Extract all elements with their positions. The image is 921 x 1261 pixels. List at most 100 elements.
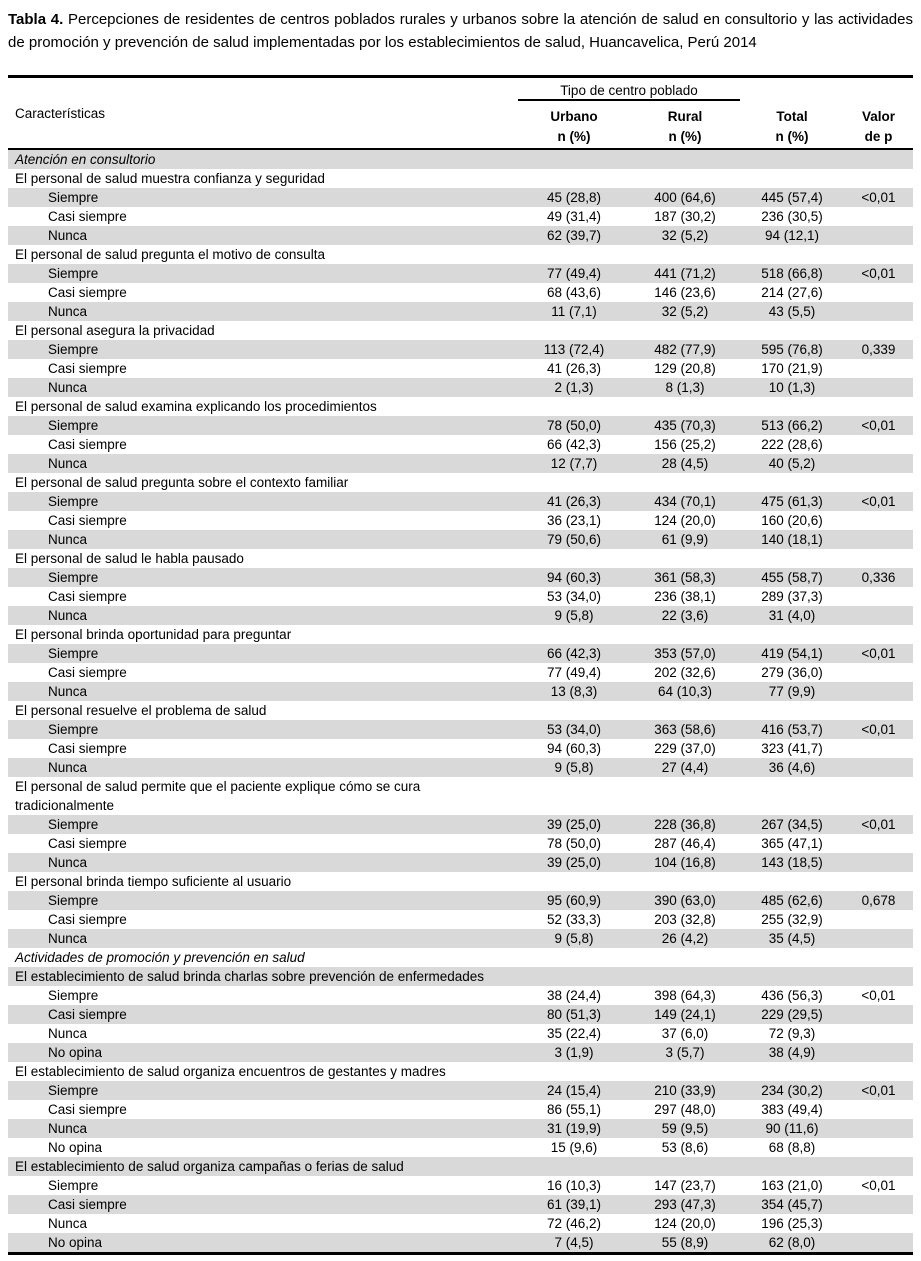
cell-total: 455 (58,7) <box>761 570 823 585</box>
cell-urbano: 24 (15,4) <box>546 1083 602 1098</box>
cell-label: Casi siempre <box>48 1197 127 1212</box>
data-row: Nunca 9 (5,8) 22 (3,6) 31 (4,0) <box>8 606 913 625</box>
cell-total: 143 (18,5) <box>761 855 823 870</box>
cell-label: Siempre <box>48 722 99 737</box>
cell-urbano: 39 (25,0) <box>546 855 602 870</box>
question-label: El personal de salud muestra confianza y… <box>15 171 325 186</box>
cell-total: 38 (4,9) <box>768 1045 816 1060</box>
data-row: No opina 3 (1,9) 3 (5,7) 38 (4,9) <box>8 1043 913 1062</box>
cell-total: 255 (32,9) <box>761 912 823 927</box>
data-row: Siempre 38 (24,4) 398 (64,3) 436 (56,3) <0,0… <box>8 986 913 1005</box>
cell-rural: 32 (5,2) <box>661 228 709 243</box>
data-row: Casi siempre 80 (51,3) 149 (24,1) 229 (29,5… <box>8 1005 913 1024</box>
cell-urbano: 36 (23,1) <box>546 513 602 528</box>
cell-rural: 32 (5,2) <box>661 304 709 319</box>
cell-total: 160 (20,6) <box>761 513 823 528</box>
cell-total: 36 (4,6) <box>768 760 816 775</box>
question-label: El personal de salud permite que el paci… <box>15 779 421 794</box>
cell-total: 513 (66,2) <box>761 418 823 433</box>
cell-total: 214 (27,6) <box>761 285 823 300</box>
cell-urbano: 38 (24,4) <box>546 988 602 1003</box>
cell-rural: 53 (8,6) <box>661 1140 709 1155</box>
cell-urbano: 16 (10,3) <box>546 1178 602 1193</box>
cell-rural: 229 (37,0) <box>654 741 716 756</box>
cell-label: Siempre <box>48 817 99 832</box>
cell-urbano: 95 (60,9) <box>546 893 602 908</box>
cell-label: Casi siempre <box>48 513 127 528</box>
cell-label: Nunca <box>48 684 88 699</box>
question-label: El personal de salud examina explicando … <box>15 399 377 414</box>
table-caption: Tabla 4. Percepciones de residentes de c… <box>8 8 913 54</box>
col-header-valor-p: Valor <box>861 109 896 124</box>
question-label: El personal asegura la privacidad <box>15 323 215 338</box>
cell-urbano: 66 (42,3) <box>546 437 602 452</box>
cell-rural: 441 (71,2) <box>654 266 716 281</box>
cell-rural: 297 (48,0) <box>654 1102 716 1117</box>
data-row: Casi siempre 94 (60,3) 229 (37,0) 323 (41,7… <box>8 739 913 758</box>
cell-urbano: 52 (33,3) <box>546 912 602 927</box>
cell-label: Casi siempre <box>48 665 127 680</box>
cell-rural: 129 (20,8) <box>654 361 716 376</box>
data-row: Casi siempre 68 (43,6) 146 (23,6) 214 (27,6… <box>8 283 913 302</box>
question-label: El personal de salud le habla pausado <box>15 551 244 566</box>
cell-p: <0,01 <box>861 646 896 661</box>
question-label: El establecimiento de salud organiza enc… <box>15 1064 446 1079</box>
cell-p: 0,678 <box>861 893 896 908</box>
cell-p: <0,01 <box>861 494 896 509</box>
cell-total: 196 (25,3) <box>761 1216 823 1231</box>
cell-urbano: 78 (50,0) <box>546 418 602 433</box>
cell-urbano: 31 (19,9) <box>546 1121 602 1136</box>
cell-total: 62 (8,0) <box>768 1235 816 1250</box>
col-header-caracteristicas: Características <box>15 105 106 121</box>
cell-urbano: 45 (28,8) <box>546 190 602 205</box>
cell-label: Siempre <box>48 893 99 908</box>
cell-total: 323 (41,7) <box>761 741 823 756</box>
cell-urbano: 35 (22,4) <box>546 1026 602 1041</box>
cell-total: 31 (4,0) <box>768 608 816 623</box>
cell-rural: 236 (38,1) <box>654 589 716 604</box>
cell-rural: 400 (64,6) <box>654 190 716 205</box>
cell-rural: 363 (58,6) <box>654 722 716 737</box>
data-row: Nunca 31 (19,9) 59 (9,5) 90 (11,6) <box>8 1119 913 1138</box>
data-table: Características Tipo de centro poblado U… <box>8 75 913 1255</box>
cell-label: No opina <box>48 1140 103 1155</box>
cell-urbano: 94 (60,3) <box>546 741 602 756</box>
data-row: Casi siempre 41 (26,3) 129 (20,8) 170 (21,9… <box>8 359 913 378</box>
cell-rural: 124 (20,0) <box>654 513 716 528</box>
data-row: Siempre 39 (25,0) 228 (36,8) 267 (34,5) <0,0… <box>8 815 913 834</box>
cell-rural: 37 (6,0) <box>661 1026 709 1041</box>
cell-urbano: 72 (46,2) <box>546 1216 602 1231</box>
cell-total: 518 (66,8) <box>761 266 823 281</box>
cell-label: Casi siempre <box>48 1102 127 1117</box>
cell-rural: 146 (23,6) <box>654 285 716 300</box>
cell-rural: 434 (70,1) <box>654 494 716 509</box>
data-row: Nunca 9 (5,8) 26 (4,2) 35 (4,5) <box>8 929 913 948</box>
cell-label: Nunca <box>48 456 88 471</box>
data-row: Siempre 24 (15,4) 210 (33,9) 234 (30,2) <0,0… <box>8 1081 913 1100</box>
question-label: El personal de salud pregunta el motivo … <box>15 247 325 262</box>
col-header-total: Total <box>776 109 808 124</box>
data-row: Nunca 9 (5,8) 27 (4,4) 36 (4,6) <box>8 758 913 777</box>
cell-label: Siempre <box>48 418 99 433</box>
data-row: Nunca 62 (39,7) 32 (5,2) 94 (12,1) <box>8 226 913 245</box>
cell-rural: 27 (4,4) <box>661 760 709 775</box>
cell-label: Casi siempre <box>48 285 127 300</box>
cell-label: Casi siempre <box>48 209 127 224</box>
cell-p: 0,339 <box>861 342 896 357</box>
data-row: Casi siempre 66 (42,3) 156 (25,2) 222 (28,6… <box>8 435 913 454</box>
data-row: Casi siempre 61 (39,1) 293 (47,3) 354 (45,7… <box>8 1195 913 1214</box>
cell-rural: 435 (70,3) <box>654 418 716 433</box>
col-subheader-rural-n-pct: n (%) <box>668 128 702 144</box>
data-row: Nunca 72 (46,2) 124 (20,0) 196 (25,3) <box>8 1214 913 1233</box>
data-row: Siempre 16 (10,3) 147 (23,7) 163 (21,0) <0,0… <box>8 1176 913 1195</box>
cell-label: Siempre <box>48 1178 99 1193</box>
question-row: El personal brinda tiempo suficiente al … <box>8 872 913 891</box>
section-label: Actividades de promoción y prevención en… <box>15 950 305 965</box>
col-group-tipo-de-centro-poblado: Tipo de centro poblado <box>518 83 740 101</box>
section-label: Atención en consultorio <box>15 152 156 167</box>
question-label: El establecimiento de salud organiza cam… <box>15 1159 404 1174</box>
cell-total: 40 (5,2) <box>768 456 816 471</box>
cell-urbano: 9 (5,8) <box>554 931 594 946</box>
cell-urbano: 53 (34,0) <box>546 589 602 604</box>
cell-label: No opina <box>48 1045 103 1060</box>
